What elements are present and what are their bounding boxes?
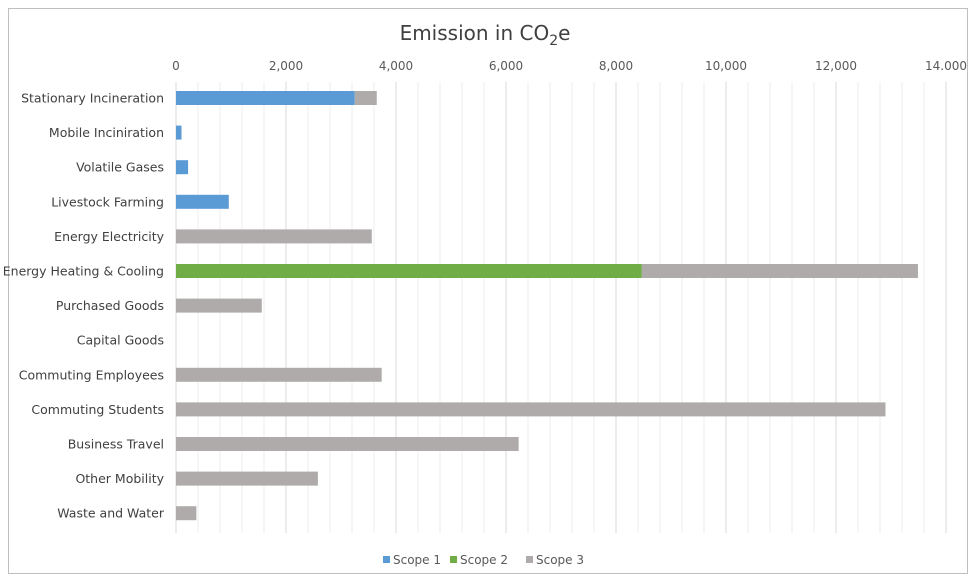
- category-label: Mobile Inciniration: [49, 125, 164, 140]
- bar-scope-3: [176, 402, 886, 417]
- gridlines: [175, 82, 947, 533]
- category-label: Other Mobility: [75, 471, 164, 486]
- bar-scope-3: [176, 471, 318, 486]
- legend-swatch: [383, 556, 390, 563]
- bars: [176, 91, 918, 521]
- x-tick-label: 8,000: [599, 59, 633, 73]
- bar-scope-3: [176, 229, 372, 244]
- bar-scope-3: [354, 91, 377, 105]
- x-tick-label: 4,000: [379, 59, 413, 73]
- bar-scope-3: [176, 437, 519, 451]
- legend-label: Scope 2: [460, 553, 508, 567]
- x-tick-label: 2,000: [269, 59, 303, 73]
- chart-frame: [8, 8, 968, 574]
- bar-scope-3: [176, 367, 382, 382]
- bar-scope-2: [176, 264, 642, 278]
- category-labels: Stationary Incineration Mobile Incinirati…: [3, 91, 165, 521]
- category-label: Capital Goods: [77, 333, 164, 348]
- x-tick-label: 10,000: [705, 59, 747, 73]
- category-label: Stationary Incineration: [21, 91, 164, 106]
- x-tick-label: 14.000: [925, 59, 967, 73]
- legend-label: Scope 1: [393, 553, 441, 567]
- bar-scope-1: [176, 160, 189, 175]
- category-label: Livestock Farming: [51, 194, 164, 209]
- category-label: Energy Heating & Cooling: [3, 264, 164, 279]
- chart-title: Emission in CO2e: [400, 21, 571, 49]
- legend-label: Scope 3: [536, 553, 584, 567]
- category-label: Commuting Employees: [19, 367, 164, 382]
- category-label: Purchased Goods: [56, 298, 164, 313]
- chart-title-subscript: 2: [549, 33, 558, 49]
- category-label: Energy Electricity: [54, 229, 164, 244]
- bar-scope-1: [176, 194, 229, 209]
- bar-scope-1: [176, 125, 182, 140]
- bar-scope-3: [176, 506, 197, 521]
- bar-scope-3: [641, 264, 918, 278]
- legend-swatch: [450, 556, 457, 563]
- category-label: Waste and Water: [57, 506, 165, 521]
- bar-scope-1: [176, 91, 355, 105]
- chart-title-suffix: e: [558, 21, 570, 45]
- bar-scope-3: [176, 298, 262, 313]
- category-label: Commuting Students: [31, 402, 164, 417]
- legend-swatch: [526, 556, 533, 563]
- chart-title-main: Emission in CO: [400, 21, 550, 45]
- legend: Scope 1 Scope 2 Scope 3: [383, 553, 584, 567]
- x-tick-label: 0: [172, 59, 180, 73]
- category-label: Volatile Gases: [76, 160, 164, 175]
- x-axis-ticks: 0 2,000 4,000 6,000 8,000 10,000 12,000 14.000: [172, 59, 967, 73]
- x-tick-label: 12,000: [815, 59, 857, 73]
- x-tick-label: 6,000: [489, 59, 523, 73]
- category-label: Business Travel: [68, 437, 164, 452]
